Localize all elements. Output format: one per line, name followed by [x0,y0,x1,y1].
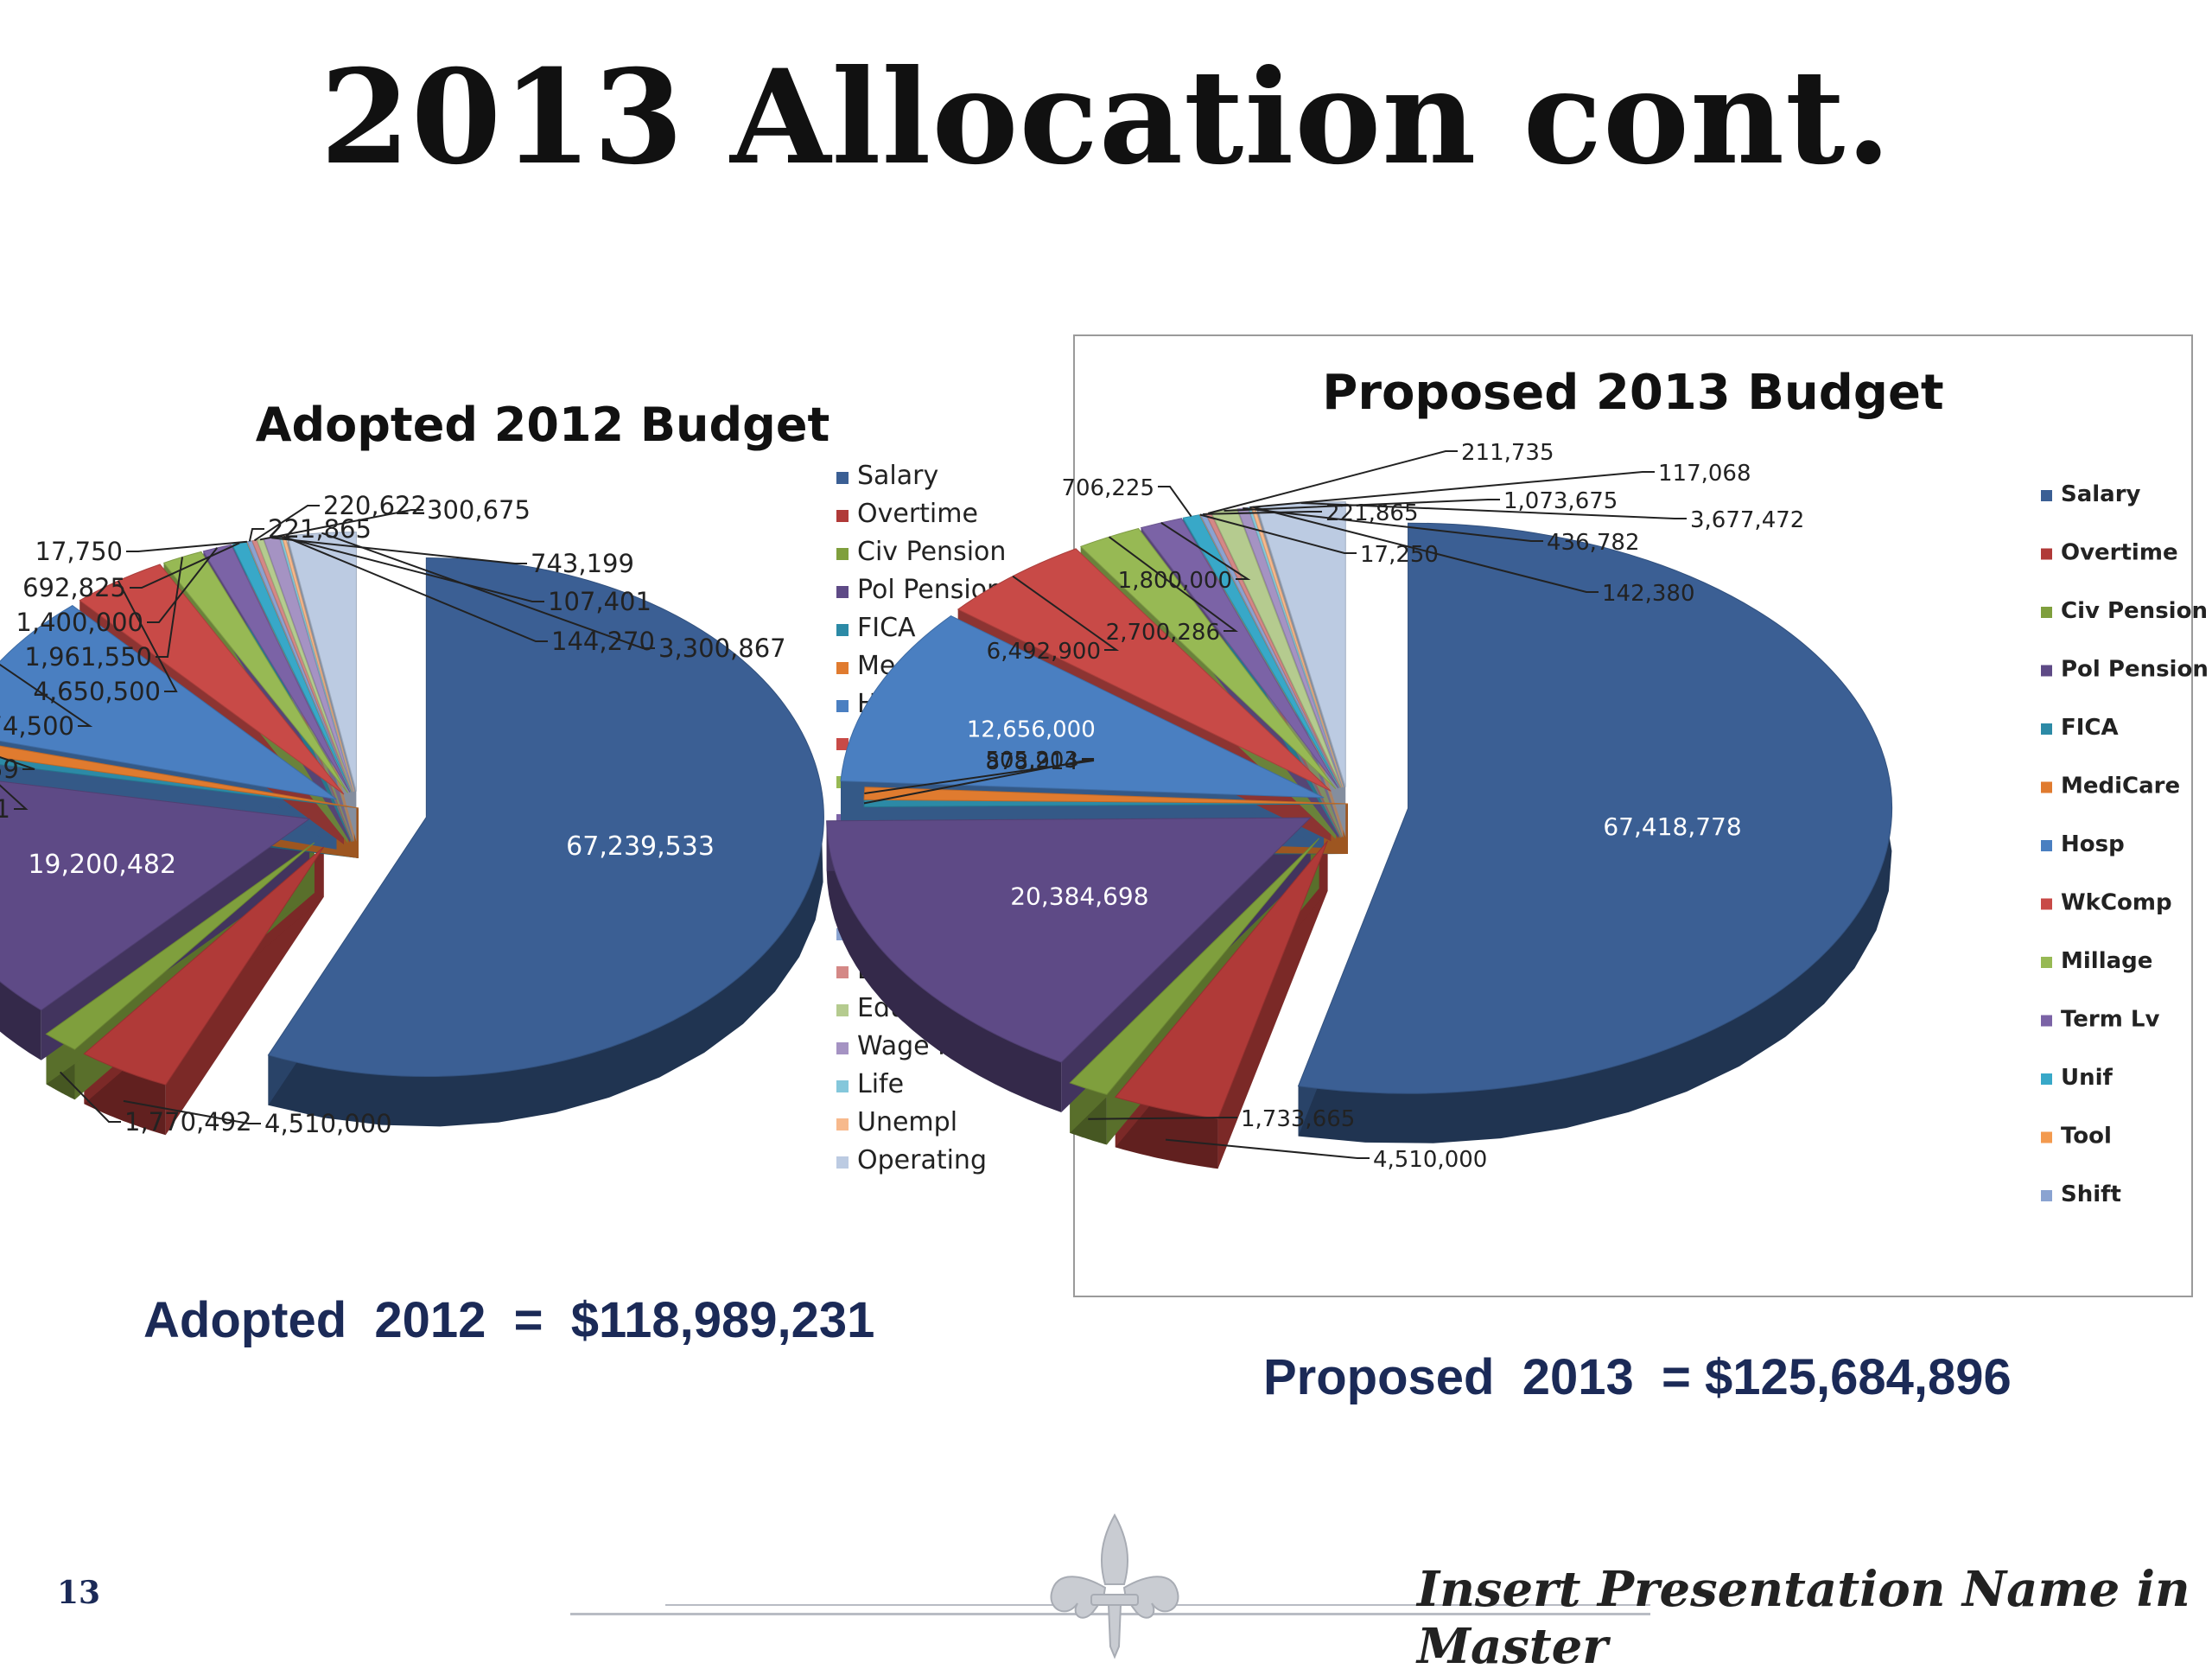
legend-entry: WkComp [2061,890,2172,916]
leader-line [1158,487,1192,516]
data-label: 2,700,286 [1106,620,1220,646]
proposed-2013-chart: Proposed 2013 Budget 67,418,778 4,510,000 1… [827,365,2209,1207]
legend-entry: Term Lv [2061,1007,2159,1033]
data-label: 706,225 [1061,475,1154,501]
data-label: 19,200,482 [28,850,176,880]
legend-swatch [836,472,849,484]
legend-swatch [836,548,849,560]
legend-entry: Shift [2061,1181,2121,1207]
data-label: 12,656,000 [967,716,1096,742]
data-label: 692,825 [22,573,126,602]
legend-swatch [2041,1132,2052,1143]
legend-entry: Operating [857,1145,987,1175]
data-label: 878,914 [985,749,1078,775]
legend-swatch [836,662,849,674]
legend-swatch [836,1156,849,1169]
legend-entry: Salary [857,461,938,491]
data-label: 743,199 [531,549,634,578]
data-label: 300,675 [427,495,531,525]
data-label: 551,241 [0,794,10,824]
legend-entry: Millage [2061,948,2152,974]
data-label: 11,074,500 [0,711,74,741]
data-label: 67,418,778 [1603,812,1741,841]
data-label: 20,384,698 [1010,882,1148,910]
legend-swatch [2041,899,2052,910]
data-label: 4,510,000 [1373,1147,1487,1173]
legend-swatch [2041,1016,2052,1027]
legend-entry: Pol Pension [2061,657,2209,683]
data-label: 6,492,900 [987,639,1101,665]
legend-entry: Civ Pension [2061,598,2208,624]
legend-swatch [2041,1073,2052,1085]
data-label: 211,735 [1461,440,1554,466]
data-label: 1,733,665 [1241,1106,1355,1132]
presentation-name: Insert Presentation Name in Master [1417,1561,2212,1675]
data-label: 3,677,472 [1690,507,1804,533]
chart-title: Adopted 2012 Budget [256,398,830,452]
legend-entry: Salary [2061,481,2141,507]
legend-swatch [836,1004,849,1016]
data-label: 144,270 [551,627,655,656]
legend-swatch [836,1042,849,1054]
data-label: 3,300,867 [658,634,786,663]
legend-swatch [2041,782,2052,793]
legend-swatch [2041,840,2052,851]
legend-swatch [2041,549,2052,560]
legend-entry: Overtime [2061,540,2178,566]
data-label: 4,650,500 [33,677,161,706]
data-label: 1,073,675 [1503,488,1618,514]
legend: Salary Overtime Civ Pension Pol Pension FICA… [2041,481,2209,1207]
legend-entry: Tool [2061,1124,2112,1150]
legend-entry: Life [857,1069,904,1099]
legend-swatch [836,586,849,598]
legend-swatch [2041,723,2052,735]
legend-entry: Overtime [857,499,978,529]
legend-entry: Hosp [2061,831,2125,857]
adopted-total: Adopted 2012 = $118,989,231 [143,1291,874,1349]
legend-swatch [836,1118,849,1130]
data-label: 1,800,000 [1118,568,1232,594]
chart-title: Proposed 2013 Budget [1322,365,1943,421]
data-label: 1,961,550 [24,642,152,672]
legend-swatch [2041,490,2052,501]
data-label: 17,750 [35,537,123,566]
legend-swatch [836,738,849,750]
legend-entry: Unif [2061,1065,2113,1091]
legend-swatch [2041,1190,2052,1201]
legend-entry: FICA [2061,715,2119,741]
legend-entry: MediCare [2061,774,2180,799]
legend-entry: Civ Pension [857,537,1006,567]
legend-swatch [836,966,849,978]
page-number: 13 [57,1575,100,1611]
data-label: 4,510,000 [264,1109,392,1138]
proposed-total: Proposed 2013 = $125,684,896 [1263,1348,2012,1406]
data-label: 117,068 [1658,461,1751,487]
data-label: 67,239,533 [566,831,715,862]
legend-swatch [2041,607,2052,618]
data-label: 17,250 [1360,542,1439,568]
legend-swatch [2041,957,2052,968]
legend-swatch [836,624,849,636]
data-label: 881,459 [0,755,19,784]
legend-swatch [836,1080,849,1092]
data-label: 107,401 [548,587,652,616]
legend-entry: Unempl [857,1107,957,1137]
legend-swatch [836,700,849,712]
legend-swatch [2041,666,2052,677]
data-label: 142,380 [1602,581,1695,607]
data-label: 436,782 [1547,530,1640,556]
data-label: 1,400,000 [16,608,143,637]
legend-swatch [836,510,849,522]
data-label: 220,622 [323,491,427,520]
data-label: 1,770,492 [124,1107,252,1137]
fleur-de-lis-icon [1041,1508,1188,1659]
legend-entry: FICA [857,613,916,643]
